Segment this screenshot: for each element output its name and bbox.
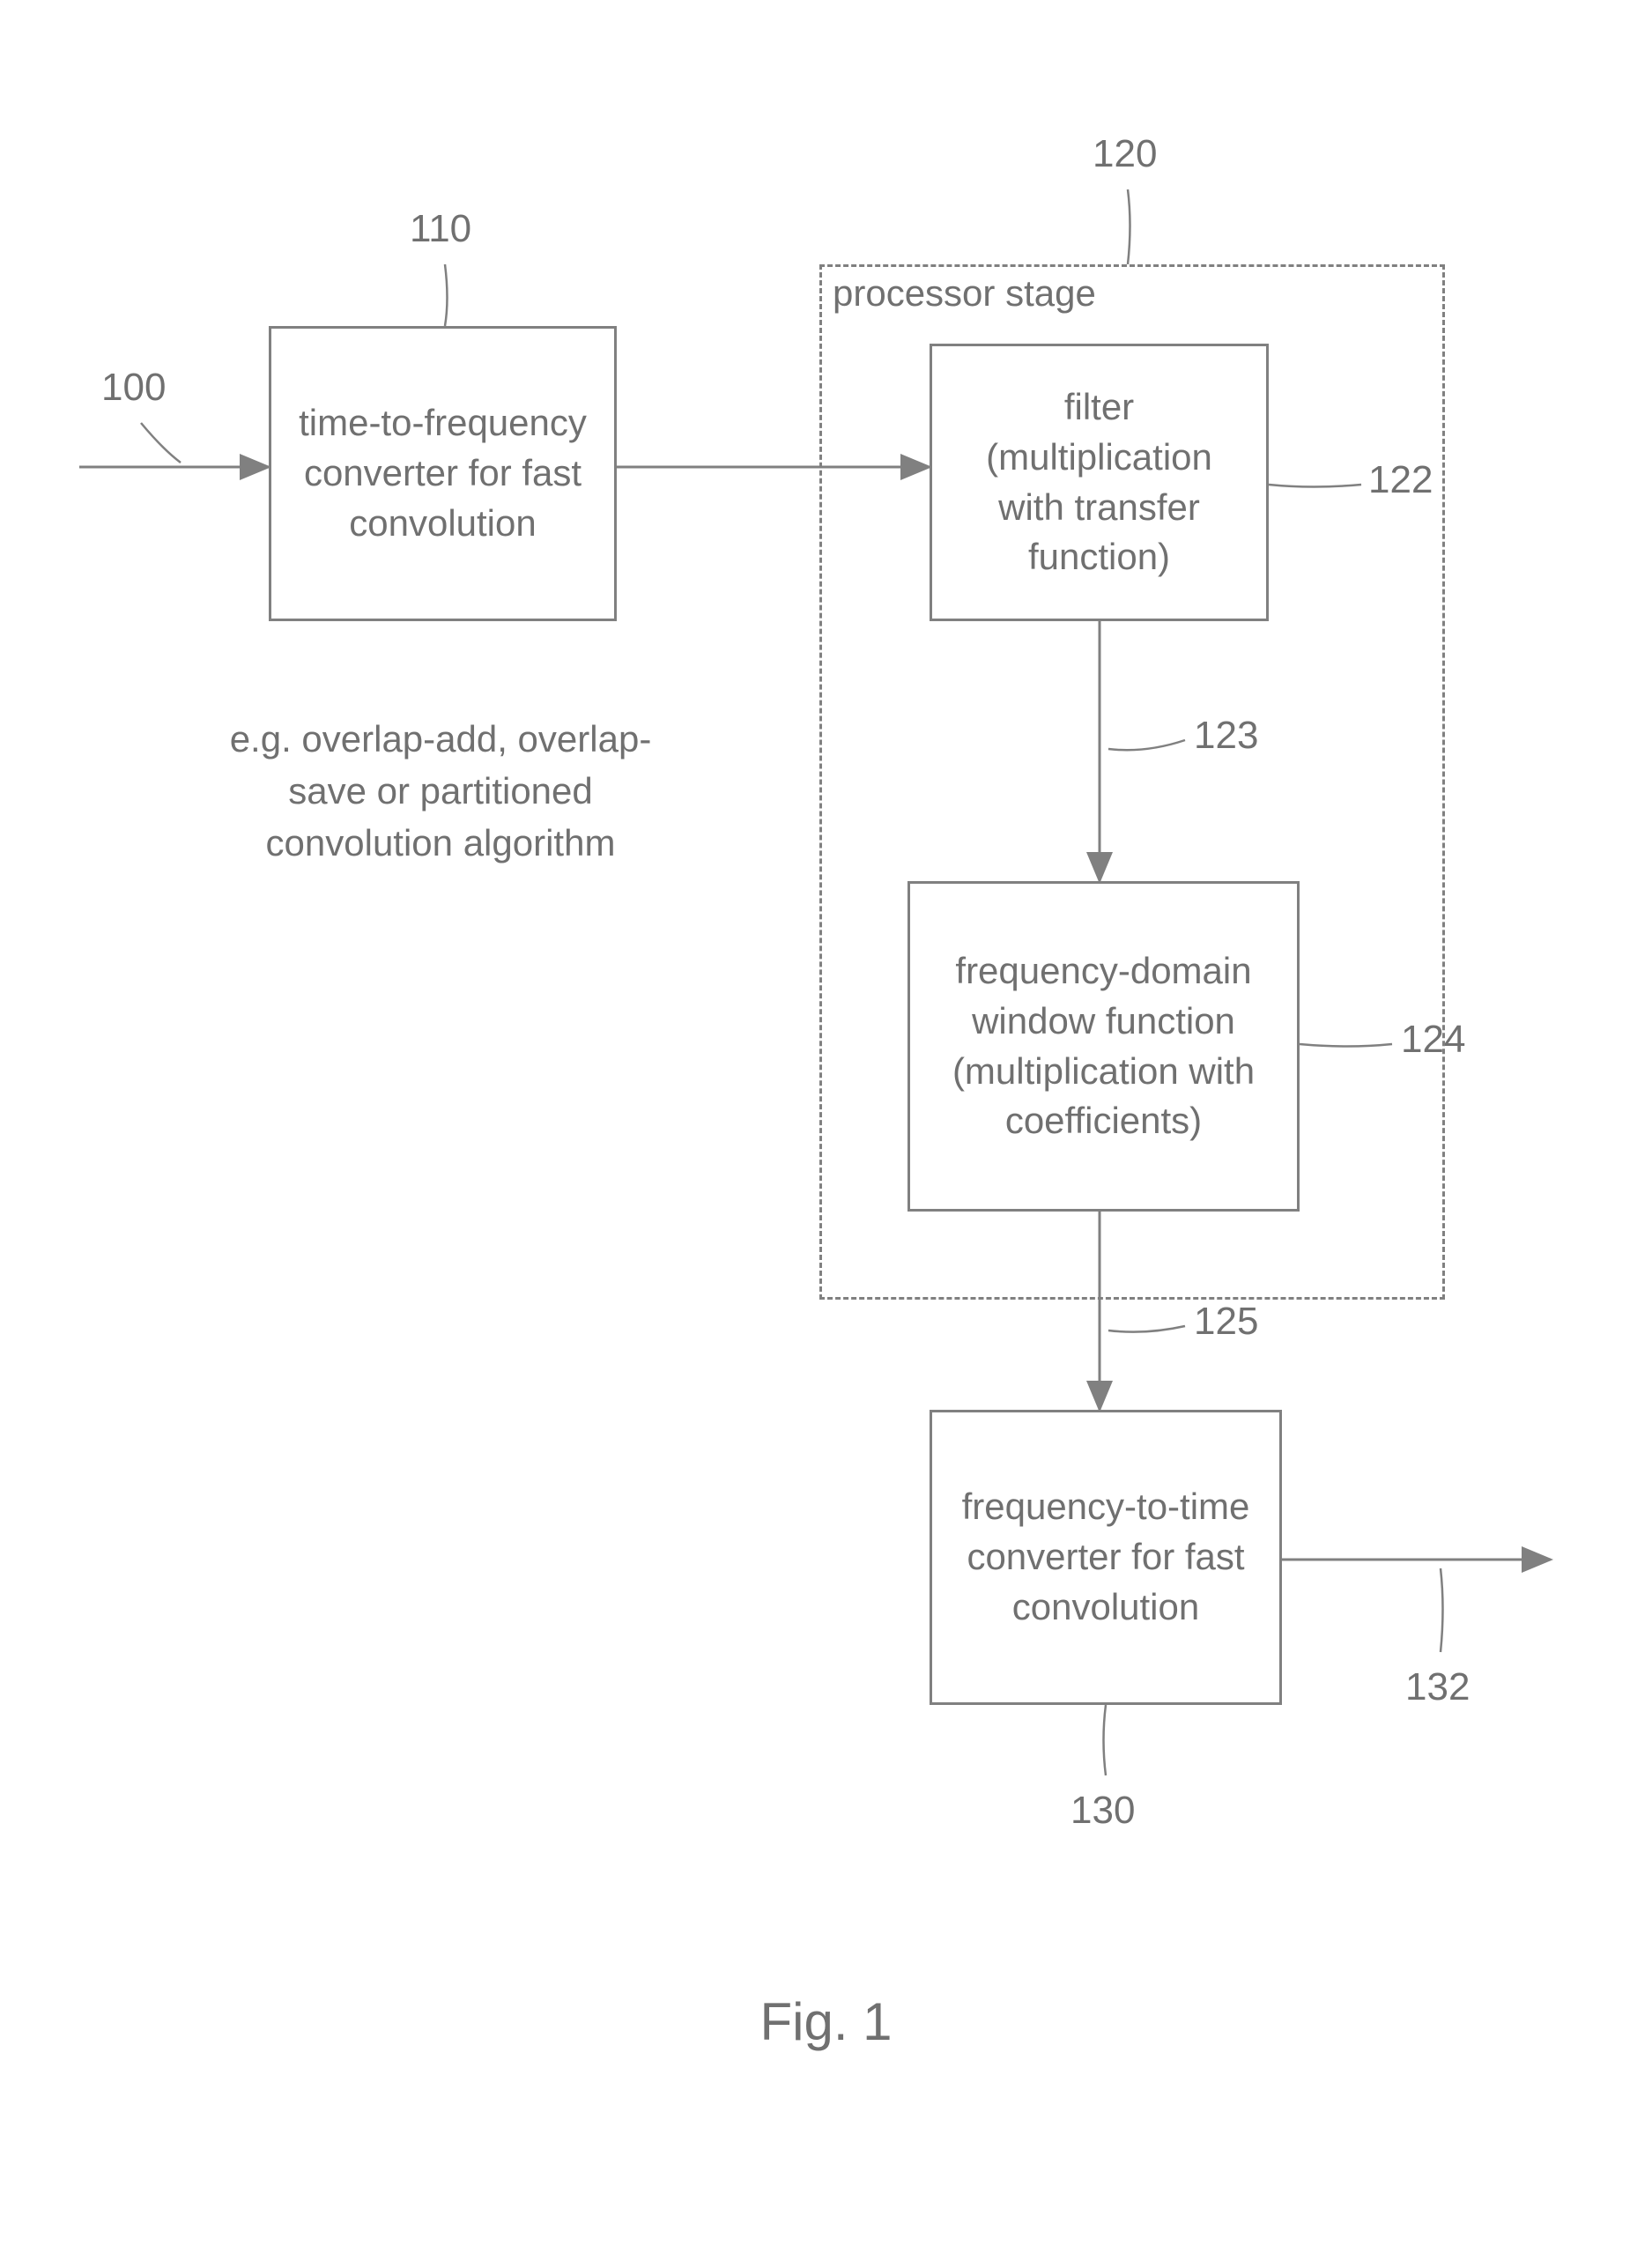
box-text: time-to-frequency converter for fast con… [289, 398, 596, 548]
ref-120: 120 [1093, 132, 1157, 176]
ref-124: 124 [1401, 1018, 1465, 1062]
ref-123: 123 [1194, 714, 1258, 758]
ref-130: 130 [1070, 1789, 1135, 1833]
overlap-note: e.g. overlap-add, overlap-save or partit… [203, 714, 678, 869]
figure-caption: Fig. 1 [0, 1991, 1652, 2052]
window-function-box: frequency-domain window function (multip… [907, 881, 1300, 1212]
ref-100: 100 [101, 366, 166, 410]
time-to-frequency-converter-box: time-to-frequency converter for fast con… [269, 326, 617, 621]
ref-125: 125 [1194, 1300, 1258, 1344]
figure-canvas: processor stage time-to-frequency conver… [0, 0, 1652, 2253]
ref-110: 110 [410, 207, 471, 251]
processor-stage-label: processor stage [833, 272, 1096, 315]
box-text: filter (multiplication with transfer fun… [950, 382, 1248, 582]
box-text: frequency-to-time converter for fast con… [950, 1482, 1262, 1632]
frequency-to-time-converter-box: frequency-to-time converter for fast con… [930, 1410, 1282, 1705]
filter-box: filter (multiplication with transfer fun… [930, 344, 1269, 621]
ref-122: 122 [1368, 458, 1433, 502]
ref-132: 132 [1405, 1665, 1470, 1709]
box-text: frequency-domain window function (multip… [928, 946, 1279, 1146]
